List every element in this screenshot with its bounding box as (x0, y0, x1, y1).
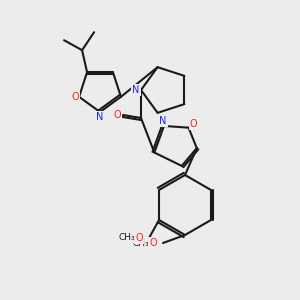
Text: O: O (149, 238, 157, 248)
Text: O: O (113, 110, 121, 120)
Text: N: N (132, 85, 140, 95)
Text: O: O (135, 233, 143, 243)
Text: CH₃: CH₃ (119, 233, 135, 242)
Text: N: N (96, 112, 104, 122)
Text: N: N (159, 116, 167, 126)
Text: O: O (71, 92, 79, 102)
Text: O: O (190, 119, 197, 129)
Text: CH₃: CH₃ (133, 238, 149, 247)
